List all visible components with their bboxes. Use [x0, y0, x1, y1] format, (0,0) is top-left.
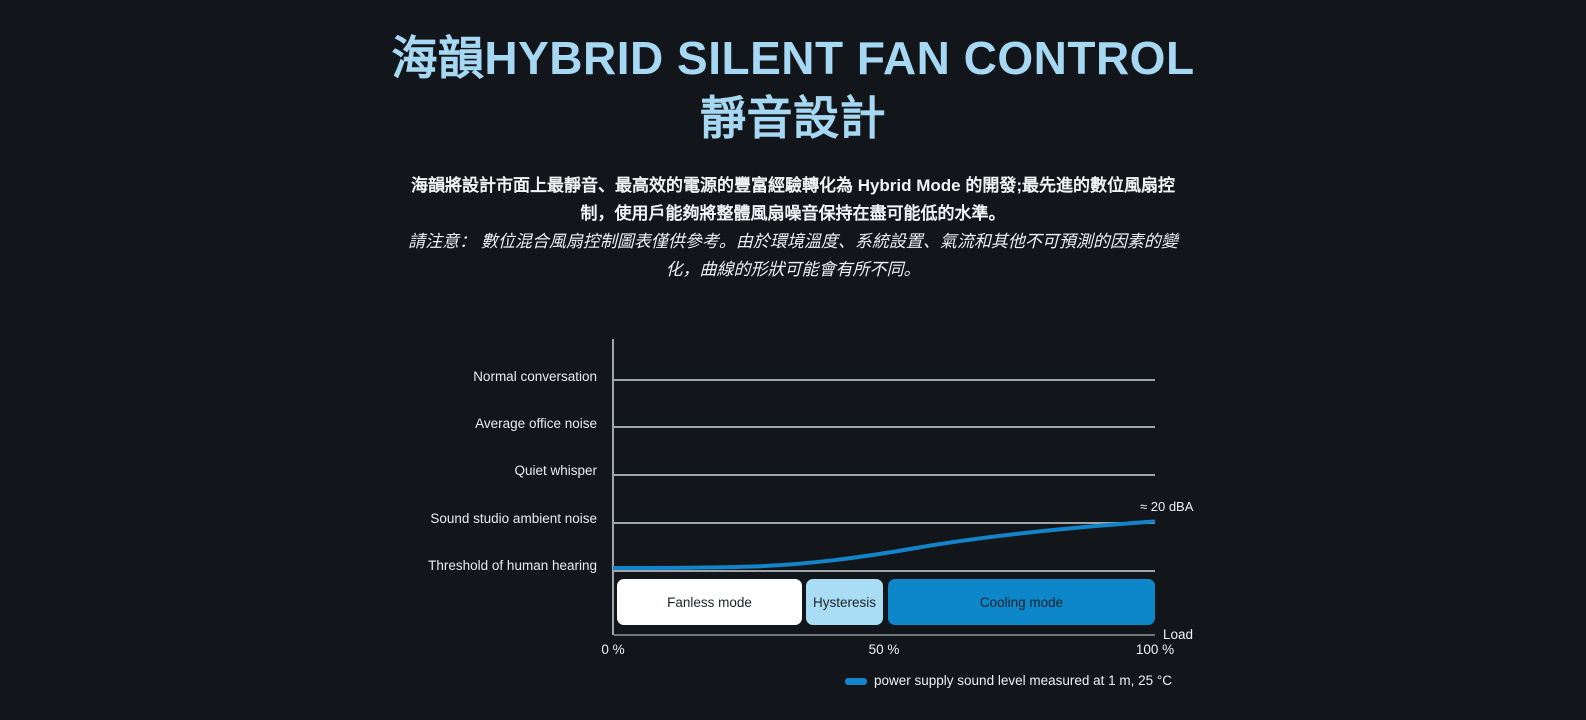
page-title: 海韻HYBRID SILENT FAN CONTROL 靜音設計 [0, 28, 1586, 148]
gridline-quiet-whisper [614, 474, 1155, 476]
sound-level-curve [613, 519, 1155, 570]
cooling-mode-zone-label: Cooling mode [979, 594, 1064, 610]
y-label-quiet-whisper: Quiet whisper [514, 463, 597, 478]
dba-annotation: ≈ 20 dBA [1140, 499, 1194, 514]
y-label-threshold-of-human-hearing: Threshold of human hearing [428, 558, 597, 573]
intro-paragraph: 海韻將設計市面上最靜音、最高效的電源的豐富經驗轉化為 Hybrid Mode 的… [410, 176, 1176, 223]
fanless-mode-zone-label: Fanless mode [667, 594, 752, 610]
y-axis-line [612, 339, 614, 635]
x-tick-0-percent: 0 % [601, 642, 625, 657]
y-label-sound-studio-ambient-noise: Sound studio ambient noise [430, 511, 597, 526]
gridline-sound-studio-ambient-noise [614, 522, 1155, 524]
x-tick-100-percent: 100 % [1135, 642, 1175, 657]
y-label-average-office-noise: Average office noise [475, 416, 597, 431]
chart-legend: power supply sound level measured at 1 m… [845, 670, 1172, 690]
hysteresis-zone: Hysteresis [806, 579, 883, 625]
hysteresis-zone-label: Hysteresis [812, 594, 876, 610]
y-label-normal-conversation: Normal conversation [473, 369, 597, 384]
gridline-average-office-noise [614, 426, 1155, 428]
fanless-mode-zone: Fanless mode [617, 579, 802, 625]
x-axis-line [614, 634, 1155, 636]
legend-swatch-icon [845, 677, 867, 685]
note-paragraph: 請注意： 數位混合風扇控制圖表僅供參考。由於環境溫度、系統設置、氣流和其他不可預… [408, 232, 1178, 279]
gridline-normal-conversation [614, 379, 1155, 381]
x-axis-title: Load [1163, 627, 1194, 642]
page-title-line1: 海韻HYBRID SILENT FAN CONTROL [391, 32, 1195, 84]
x-tick-50-percent: 50 % [868, 642, 900, 657]
page-title-line2: 靜音設計 [700, 92, 886, 144]
legend-label: power supply sound level measured at 1 m… [874, 672, 1173, 688]
cooling-mode-zone: Cooling mode [888, 579, 1155, 625]
gridline-threshold-of-human-hearing [614, 570, 1155, 572]
